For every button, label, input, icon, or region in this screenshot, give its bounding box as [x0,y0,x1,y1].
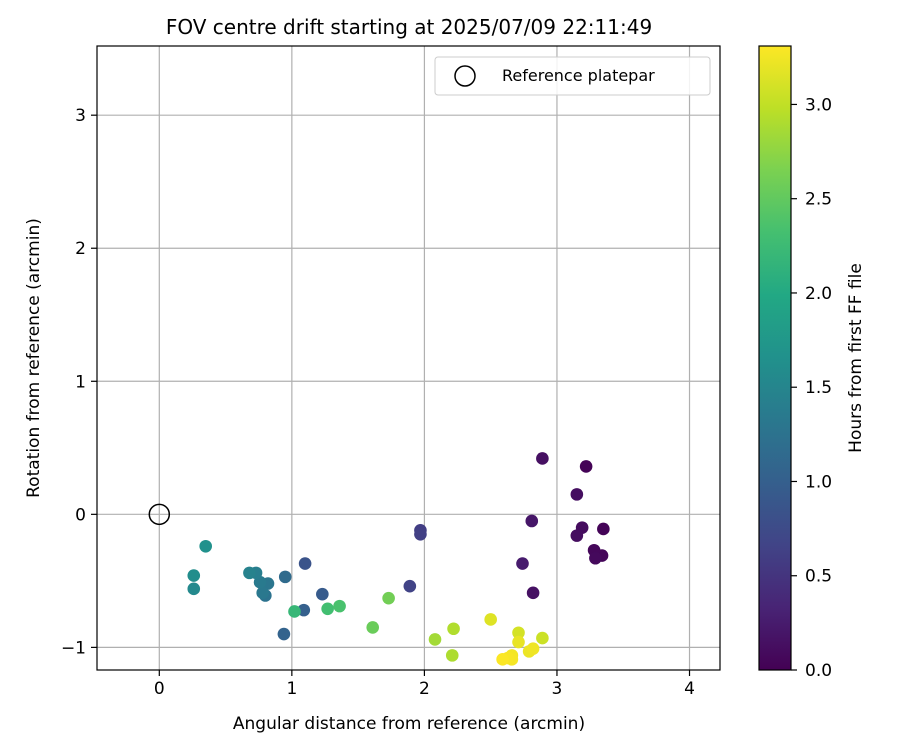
legend-box [434,56,711,96]
data-point [243,566,256,580]
data-point [447,622,460,636]
x-tick-label: 3 [552,679,563,699]
legend-open-circle-icon [454,65,476,87]
data-point [278,570,292,584]
data-point [512,626,525,640]
data-point [316,587,329,601]
data-point [496,653,509,666]
data-point [536,452,549,465]
data-point [199,539,212,553]
colorbar-ticks: 0.0 0.5 1.0 1.5 2.0 2.5 3.0 [791,95,832,681]
data-point [297,603,311,617]
legend-label: Reference platepar [502,66,655,85]
data-point [414,527,427,541]
data-point [256,586,269,600]
data-point [187,582,201,596]
colorbar-tick-label: 2.5 [805,190,832,210]
legend: Reference platepar [434,56,711,96]
y-tick-label: −1 [61,638,86,658]
y-axis-label: Rotation from reference (arcmin) [24,218,44,498]
colorbar-label: Hours from first FF file [846,263,866,453]
data-point [428,633,442,646]
colorbar-tick-label: 1.5 [805,378,832,398]
data-point [403,579,417,593]
data-point [597,522,610,536]
colorbar-tick-label: 3.0 [805,95,832,115]
colorbar-tick-label: 2.0 [805,284,832,304]
data-point [277,627,291,641]
chart-title: FOV centre drift starting at 2025/07/09 … [166,15,652,39]
data-point [288,605,301,618]
data-point [525,514,539,528]
colorbar-tick-label: 1.0 [805,472,832,492]
data-point [445,649,459,662]
data-point [187,569,201,582]
data-point [382,591,395,605]
colorbar-tick-label: 0.5 [805,567,832,587]
data-point [484,613,497,626]
data-point [570,488,584,501]
colorbar: 0.0 0.5 1.0 1.5 2.0 2.5 3.0 Hours from first F… [758,45,866,681]
x-axis-label: Angular distance from reference (arcmin) [233,714,585,734]
plot-frame [96,45,721,671]
x-tick-label: 4 [684,679,695,699]
data-point [526,642,540,656]
data-point [512,635,525,649]
colorbar-tick-label: 0.0 [805,661,832,681]
grid-lines [97,46,720,670]
plot-area: 0 1 2 3 4 −1 0 1 2 3 [61,45,721,699]
reference-platepar-marker [148,503,171,526]
y-tick-label: 1 [75,372,86,392]
data-point [570,529,584,542]
data-point [579,460,593,473]
data-point [536,631,549,645]
data-point [526,586,540,600]
data-points [187,452,610,666]
data-point [321,602,334,616]
data-point [333,599,346,613]
x-tick-label: 1 [286,679,297,699]
x-tick-label: 0 [154,679,165,699]
data-point [298,557,312,570]
y-axis-ticks: −1 0 1 2 3 [61,106,97,658]
data-point [366,621,380,634]
y-tick-label: 2 [75,239,86,259]
x-axis-ticks: 0 1 2 3 4 [154,670,695,699]
x-tick-label: 2 [419,679,430,699]
y-tick-label: 0 [75,505,86,525]
data-point [516,557,529,570]
y-tick-label: 3 [75,106,86,126]
data-point [589,551,602,565]
colorbar-gradient [758,45,792,671]
